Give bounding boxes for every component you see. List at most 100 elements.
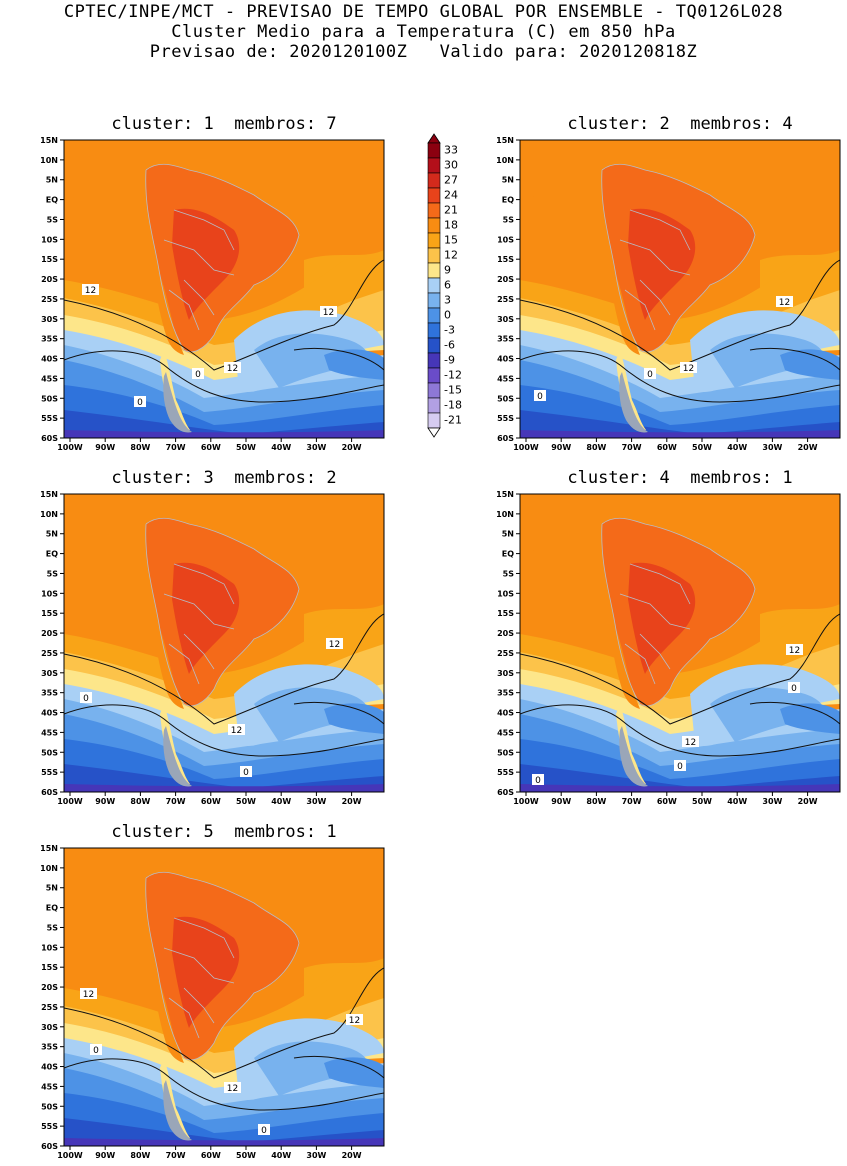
colorbar-swatch <box>427 232 441 249</box>
contour-label: 12 <box>349 1016 360 1026</box>
lon-tick-label: 90W <box>95 1151 115 1160</box>
lat-tick-label: 15N <box>496 490 514 499</box>
lat-tick-label: 45S <box>41 1082 58 1091</box>
lat-tick-label: 5S <box>47 569 59 578</box>
contour-label-bg <box>80 692 92 703</box>
lon-tick-label: 60W <box>201 443 221 452</box>
panel-title: cluster: 1 membros: 7 <box>111 114 337 134</box>
colorbar-swatch <box>427 382 441 399</box>
lat-tick-label: 30S <box>41 315 58 324</box>
colorbar-swatch <box>427 262 441 279</box>
colorbar-swatch <box>427 277 441 294</box>
lon-tick-label: 50W <box>692 443 712 452</box>
lon-tick-label: 60W <box>201 797 221 806</box>
contour-label: 12 <box>685 738 696 748</box>
map-panel-2: cluster: 2 membros: 4 12 12 0 0 15N 10N 5N EQ 5S 1… <box>480 110 847 458</box>
colorbar-level-label: 30 <box>444 159 458 172</box>
colorbar-level-label: -9 <box>444 354 455 367</box>
contour-label: 12 <box>231 726 242 736</box>
colorbar-level-label: -18 <box>444 399 462 412</box>
lon-tick-label: 90W <box>551 443 571 452</box>
colorbar-bottom-arrow <box>427 427 441 438</box>
colorbar-top-arrow <box>427 133 441 144</box>
colorbar-level-label: -6 <box>444 339 455 352</box>
lat-tick-label: 25S <box>497 295 514 304</box>
contour-label-bg <box>674 760 686 771</box>
lat-tick-label: 60S <box>41 1142 58 1151</box>
lon-tick-label: 50W <box>236 443 256 452</box>
lat-tick-label: 30S <box>41 1023 58 1032</box>
contour-label: 12 <box>227 1084 238 1094</box>
lat-tick-label: 55S <box>41 414 58 423</box>
lat-tick-label: 35S <box>497 689 514 698</box>
lat-tick-label: 15S <box>497 609 514 618</box>
colorbar-swatch <box>427 367 441 384</box>
lat-tick-label: 20S <box>497 275 514 284</box>
lat-tick-label: 40S <box>41 709 58 718</box>
panel-title: cluster: 5 membros: 1 <box>111 822 337 842</box>
lat-tick-label: 30S <box>41 669 58 678</box>
lon-tick-label: 90W <box>95 797 115 806</box>
lat-tick-label: 50S <box>41 748 58 757</box>
lat-tick-label: 5S <box>47 923 59 932</box>
lon-tick-label: 60W <box>657 443 677 452</box>
lon-tick-label: 70W <box>166 797 186 806</box>
contour-label-bg <box>786 644 803 655</box>
colorbar-level-label: 33 <box>444 144 458 157</box>
contour-label-bg <box>346 1014 363 1025</box>
lon-tick-label: 70W <box>166 443 186 452</box>
contour-label: 12 <box>323 308 334 318</box>
lat-tick-label: 35S <box>41 335 58 344</box>
lat-tick-label: 55S <box>497 768 514 777</box>
map-panel-5: cluster: 5 membros: 1 12 12 12 0 0 15N 10N 5N EQ 5… <box>24 818 394 1166</box>
temperature-map: 12 12 12 0 0 15N 10N 5N EQ 5S 10S 15S 20S 25S 30S 35S 40… <box>40 844 385 1160</box>
map-panel-3: cluster: 3 membros: 2 12 12 0 0 15N 10N 5N EQ 5S 1… <box>24 464 394 812</box>
lat-tick-label: 45S <box>41 374 58 383</box>
colorbar-swatch <box>427 292 441 309</box>
lon-tick-label: 30W <box>762 443 782 452</box>
lat-tick-label: 5S <box>47 215 59 224</box>
figure-title-line1: CPTEC/INPE/MCT - PREVISAO DE TEMPO GLOBA… <box>63 2 784 22</box>
colorbar-swatch <box>427 172 441 189</box>
contour-label-bg <box>192 368 204 379</box>
lat-tick-label: 45S <box>41 728 58 737</box>
contour-label-bg <box>680 362 697 373</box>
panel-title: cluster: 3 membros: 2 <box>111 468 337 488</box>
colorbar-swatch <box>427 307 441 324</box>
lat-tick-label: 10S <box>41 589 58 598</box>
lon-tick-label: 70W <box>622 797 642 806</box>
lat-tick-label: 20S <box>41 629 58 638</box>
lon-tick-label: 100W <box>57 443 83 452</box>
contour-label-bg <box>134 396 146 407</box>
lon-tick-label: 100W <box>57 797 83 806</box>
colorbar-swatch <box>427 322 441 339</box>
lat-tick-label: 5S <box>503 215 515 224</box>
contour-label: 12 <box>683 364 694 374</box>
figure-title-line3: Previsao de: 2020120100Z Valido para: 20… <box>149 42 698 62</box>
contour-label-bg <box>224 362 241 373</box>
contour-label: 12 <box>83 990 94 1000</box>
lat-tick-label: 20S <box>497 629 514 638</box>
colorbar-swatch <box>427 412 441 429</box>
lon-tick-label: 70W <box>166 1151 186 1160</box>
lat-tick-label: 50S <box>41 1102 58 1111</box>
contour-label-bg <box>224 1082 241 1093</box>
lat-tick-label: 10N <box>40 510 58 519</box>
lat-tick-label: 50S <box>41 394 58 403</box>
lon-tick-label: 90W <box>95 443 115 452</box>
lat-tick-label: 10S <box>497 589 514 598</box>
contour-label-bg <box>326 638 343 649</box>
lat-tick-label: 25S <box>41 649 58 658</box>
contour-label-bg <box>320 306 337 317</box>
lat-tick-label: 15S <box>41 609 58 618</box>
lat-tick-label: EQ <box>46 550 58 559</box>
lon-tick-label: 40W <box>271 443 291 452</box>
lat-tick-label: 25S <box>41 295 58 304</box>
contour-label: 0 <box>261 1126 267 1136</box>
lat-tick-label: 15N <box>496 136 514 145</box>
contour-label: 12 <box>329 640 340 650</box>
lon-tick-label: 50W <box>236 797 256 806</box>
colorbar-level-label: 27 <box>444 174 458 187</box>
colorbar-level-label: 18 <box>444 219 458 232</box>
